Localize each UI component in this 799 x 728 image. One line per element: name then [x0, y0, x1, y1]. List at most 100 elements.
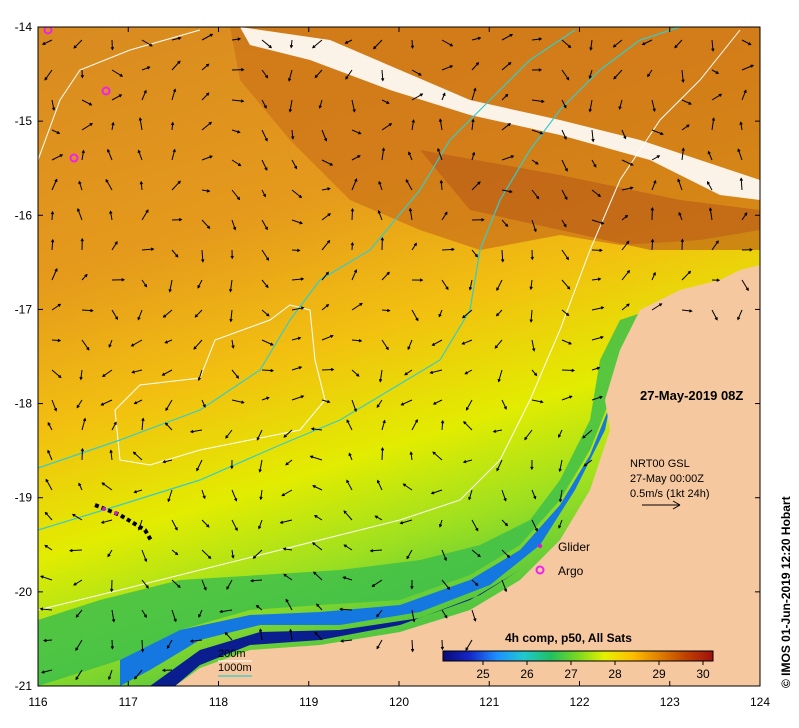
current-vector: [345, 69, 353, 80]
current-vector-head: [387, 308, 391, 313]
current-vector: [381, 339, 389, 350]
current-vector: [501, 489, 507, 501]
current-vector: [201, 489, 206, 499]
current-vector: [561, 189, 568, 200]
current-vector: [111, 69, 123, 77]
current-vector-head: [687, 270, 692, 275]
current-vector-head: [386, 271, 390, 276]
current-vector: [291, 307, 304, 311]
current-vector-head: [206, 92, 210, 96]
current-vector-head: [162, 459, 166, 464]
current-vector-head: [410, 45, 415, 49]
current-vector-head: [495, 313, 500, 317]
current-vector: [171, 180, 181, 191]
glider-track: [94, 503, 154, 544]
current-vector-head: [327, 187, 331, 191]
current-vector: [441, 420, 444, 431]
current-vector-head: [343, 544, 347, 548]
current-vector-field: [39, 33, 755, 681]
current-vector: [201, 33, 213, 41]
glider-marker[interactable]: [114, 511, 118, 515]
current-vector: [226, 579, 233, 590]
current-vector: [440, 180, 443, 191]
current-vector-head: [439, 179, 444, 184]
current-vector: [261, 279, 269, 288]
current-vector-head: [270, 368, 275, 373]
current-vector-head: [143, 89, 147, 94]
x-tick-label: 123: [660, 695, 680, 709]
current-vector-head: [73, 582, 77, 586]
current-vector-head: [325, 304, 330, 308]
current-vector-head: [507, 123, 511, 127]
current-vector-head: [209, 155, 213, 159]
current-vector: [343, 544, 353, 551]
current-vector: [44, 545, 53, 551]
map-area[interactable]: [38, 27, 760, 687]
current-vector-head: [79, 376, 83, 381]
current-vector-head: [80, 74, 84, 79]
current-vector-head: [164, 340, 168, 344]
current-vector: [51, 129, 60, 134]
current-vector: [78, 483, 83, 491]
current-vector-head: [111, 121, 115, 126]
current-vector: [463, 459, 473, 463]
current-vector: [741, 90, 747, 101]
current-vector: [501, 519, 508, 526]
current-vector: [561, 339, 572, 345]
current-vector: [530, 279, 533, 290]
current-vector-head: [206, 524, 210, 528]
current-vector: [73, 39, 83, 49]
current-vector-head: [44, 77, 48, 81]
current-vector: [561, 159, 568, 172]
current-vector: [141, 39, 153, 47]
current-vector: [40, 608, 53, 611]
current-vector: [711, 118, 715, 131]
current-vector: [411, 93, 423, 101]
current-vector: [621, 129, 627, 139]
current-vector: [371, 579, 383, 587]
argo-float-marker[interactable]: [101, 86, 111, 96]
current-vector-head: [264, 226, 268, 231]
current-vector-head: [707, 150, 711, 155]
longitude-axis: 116 117 118 119 120 121 122 123 124: [28, 27, 770, 709]
current-vector-head: [57, 303, 62, 307]
current-vector-head: [510, 155, 515, 159]
argo-float-marker[interactable]: [43, 27, 53, 35]
current-vector: [403, 483, 413, 491]
current-vector-head: [465, 647, 469, 651]
glider-marker[interactable]: [102, 507, 106, 511]
current-vector-head: [225, 435, 229, 439]
argo-legend-symbol: [535, 565, 545, 575]
argo-float-marker[interactable]: [69, 153, 79, 163]
current-vector: [261, 369, 274, 372]
isobath-200m-label: 200m: [218, 648, 246, 660]
current-vector: [707, 151, 713, 161]
current-vector: [138, 150, 143, 161]
colorbar-tick-label: 26: [520, 667, 534, 681]
current-vector: [411, 69, 422, 76]
current-vector: [289, 629, 293, 641]
current-vector: [741, 279, 749, 291]
current-vector: [343, 510, 353, 521]
current-vector-head: [107, 676, 112, 681]
current-vector-head: [256, 437, 260, 441]
current-vector-head: [658, 303, 663, 307]
current-vector: [261, 249, 269, 261]
current-vector-head: [114, 316, 118, 321]
current-vector: [133, 451, 143, 461]
current-vector-head: [76, 404, 80, 409]
current-vector: [321, 335, 333, 341]
current-vector: [163, 459, 173, 463]
current-vector-head: [145, 209, 149, 213]
current-vector-head: [145, 585, 149, 589]
current-vector: [405, 179, 413, 191]
current-vector-head: [706, 181, 710, 185]
current-vector-head: [408, 151, 412, 155]
current-vector-head: [430, 491, 435, 495]
current-vector-head: [600, 221, 605, 225]
current-vector-head: [118, 94, 123, 98]
current-vector: [41, 669, 53, 673]
current-vector: [441, 65, 453, 71]
current-vector-head: [172, 88, 177, 92]
current-vector: [321, 159, 333, 166]
